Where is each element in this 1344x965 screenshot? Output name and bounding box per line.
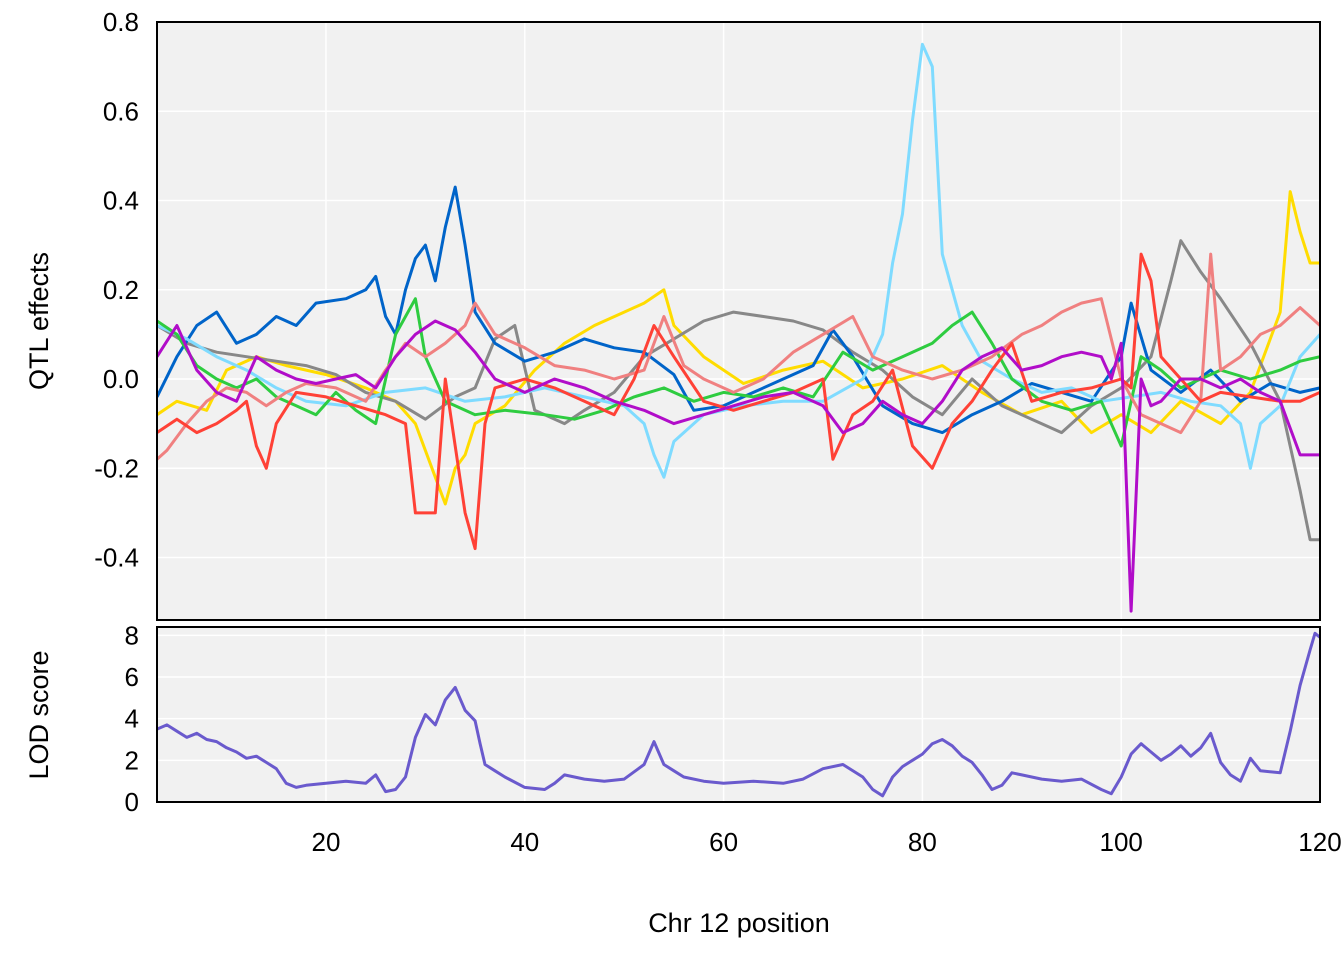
x-tick-label: 60 — [709, 827, 738, 857]
lod-y-tick-label: 6 — [125, 662, 139, 692]
effects-plot-background — [157, 22, 1320, 620]
effects-panel: -0.4 -0.2 0.0 0.2 0.4 0.6 0.8 — [94, 7, 1321, 621]
x-axis-title: Chr 12 position — [648, 908, 830, 938]
effects-series-line-6 — [157, 252, 1320, 461]
effects-series-line-8 — [157, 319, 1320, 613]
effects-y-tick-label: 0.6 — [103, 96, 139, 126]
lod-series-line-1 — [157, 631, 1320, 798]
x-tick-label: 80 — [908, 827, 937, 857]
effects-series-group — [157, 42, 1320, 613]
x-tick-label: 100 — [1100, 827, 1143, 857]
x-axis: 20 40 60 80 100 120 — [312, 827, 1342, 857]
x-tick-label: 20 — [312, 827, 341, 857]
lod-series-group — [157, 631, 1320, 798]
effects-y-tick-label: -0.2 — [94, 453, 139, 483]
x-tick-label: 120 — [1298, 827, 1341, 857]
effects-y-tick-label: 0.8 — [103, 7, 139, 37]
effects-y-axis-title: QTL effects — [24, 252, 54, 390]
effects-series-line-1 — [157, 190, 1320, 506]
effects-y-tick-label: 0.2 — [103, 275, 139, 305]
lod-y-tick-label: 0 — [125, 787, 139, 817]
lod-y-tick-label: 2 — [125, 745, 139, 775]
lod-plot-background — [157, 627, 1320, 802]
effects-series-line-4 — [157, 42, 1320, 479]
lod-y-tick-label: 4 — [125, 704, 139, 734]
effects-y-tick-label: -0.4 — [94, 543, 139, 573]
effects-series-line-7 — [157, 252, 1320, 551]
effects-y-tick-label: 0.4 — [103, 186, 139, 216]
lod-panel: 0 2 4 6 8 — [125, 620, 1321, 817]
x-tick-label: 40 — [510, 827, 539, 857]
effects-frame — [156, 21, 1321, 621]
effects-series-line-5 — [157, 297, 1320, 448]
lod-y-tick-label: 8 — [125, 620, 139, 650]
effects-y-tick-label: 0.0 — [103, 364, 139, 394]
lod-frame — [156, 626, 1321, 803]
lod-y-axis-title: LOD score — [24, 650, 54, 779]
